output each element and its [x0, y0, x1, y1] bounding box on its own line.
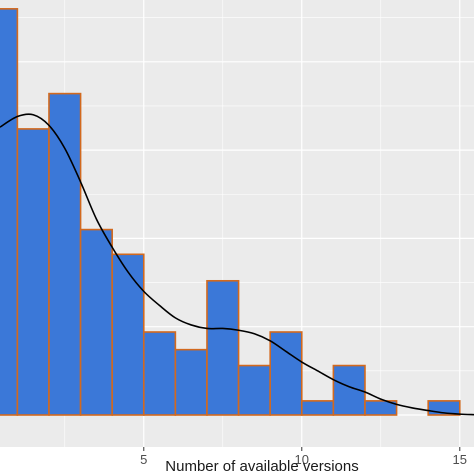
density-curve [0, 113, 474, 416]
histogram-bars [0, 8, 461, 416]
histogram-bar [174, 348, 208, 416]
histogram-bar [237, 364, 271, 416]
histogram-bar [300, 400, 335, 416]
x-tick-label: 15 [453, 452, 467, 467]
histogram-bar [269, 331, 303, 416]
histogram-bar [206, 279, 240, 416]
histogram-bar [48, 92, 82, 416]
x-axis-ticks: 5 10 15 [140, 447, 467, 467]
histogram-bar [364, 400, 398, 416]
histogram-bar [142, 331, 177, 416]
histogram-bar [111, 253, 145, 416]
x-tick-label: 10 [295, 452, 309, 467]
histogram-bar [16, 128, 50, 416]
x-tick-label: 5 [140, 452, 147, 467]
x-axis-title: Number of available versions [165, 458, 358, 474]
histogram-bar [0, 8, 19, 416]
histogram-bar [79, 228, 113, 416]
